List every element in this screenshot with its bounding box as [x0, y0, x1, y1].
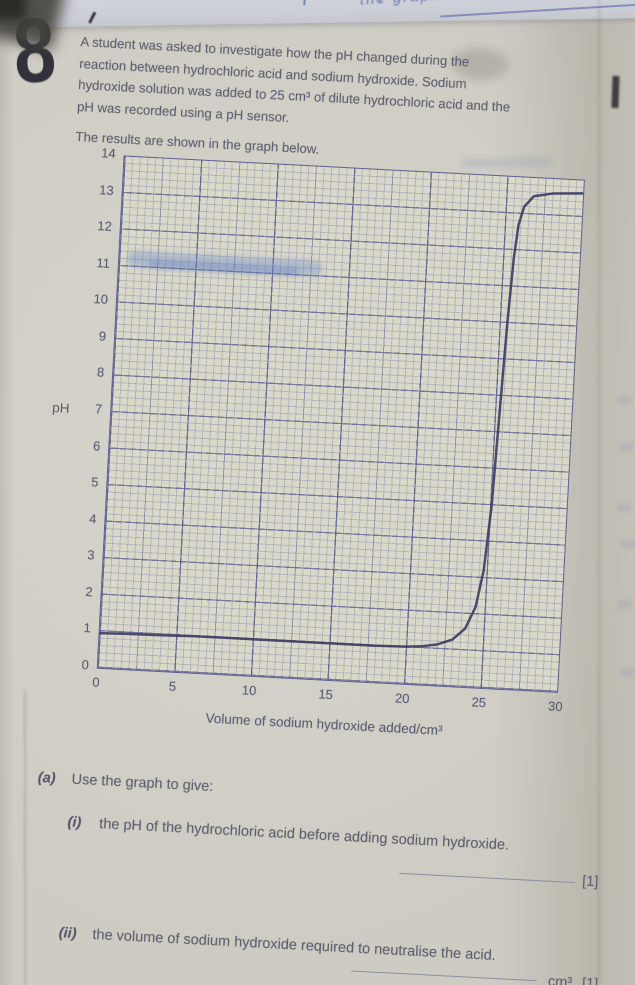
y-tick-label: 11 — [96, 254, 111, 271]
part-ii-unit-marks: cm³ [1] — [547, 974, 598, 985]
handwriting-stroke — [303, 0, 307, 6]
y-tick-label: 14 — [100, 145, 117, 162]
y-tick-label: 1 — [83, 620, 92, 636]
question-intro: A student was asked to investigate how t… — [77, 31, 581, 143]
part-i-label: (i) — [67, 814, 82, 832]
part-ii-label: (ii) — [58, 925, 77, 943]
y-tick-label: 0 — [81, 656, 90, 673]
y-tick-label: 2 — [85, 583, 94, 600]
x-tick-label: 15 — [318, 686, 334, 703]
y-tick-label: 12 — [96, 218, 113, 235]
part-ii-text: the volume of sodium hydroxide required … — [92, 926, 497, 965]
ph-graph: pH 0 1 2 3 4 5 6 7 8 9 10 11 12 13 14 0 5 10 15 20 25 30 Vol… — [1, 137, 622, 777]
question-number: 8 — [9, 0, 59, 103]
handwriting-underline — [440, 3, 635, 18]
y-tick-label: 13 — [98, 181, 115, 198]
y-tick-label: 9 — [98, 328, 107, 344]
plot-area — [96, 155, 585, 693]
part-a-row: (a) Use the graph to give: — [37, 770, 213, 795]
part-i-marks: [1] — [581, 873, 599, 891]
x-tick-label: 5 — [168, 678, 177, 694]
part-i-row: (i) the pH of the hydrochloric acid befo… — [67, 814, 509, 853]
x-tick-label: 25 — [471, 694, 487, 711]
y-tick-label: 10 — [93, 291, 109, 308]
x-tick-label: 10 — [241, 682, 257, 699]
y-tick-label: 4 — [88, 510, 97, 527]
handwriting-note: the graph we — [359, 0, 471, 9]
part-i-text: the pH of the hydrochloric acid before a… — [98, 816, 510, 854]
y-tick-label: 8 — [96, 364, 105, 381]
y-tick-label: 7 — [94, 401, 103, 417]
part-ii-marks: [1] — [581, 975, 599, 985]
ph-curve — [98, 192, 584, 648]
y-tick-label: 3 — [86, 547, 96, 563]
x-axis-title: Volume of sodium hydroxide added/cm³ — [205, 710, 443, 738]
x-tick-label: 0 — [91, 674, 100, 690]
answer-line-ii — [351, 970, 537, 982]
part-ii-row: (ii) the volume of sodium hydroxide requ… — [58, 925, 496, 964]
answer-line-i — [399, 872, 576, 884]
y-tick-label: 5 — [90, 474, 99, 490]
part-ii-unit: cm³ — [547, 973, 573, 985]
x-tick-label: 20 — [394, 690, 410, 707]
x-tick-label: 30 — [547, 698, 563, 715]
part-a-label: (a) — [37, 769, 57, 787]
pencil-mark — [461, 156, 552, 169]
y-tick-label: 6 — [92, 437, 101, 454]
part-a-text: Use the graph to give: — [71, 771, 214, 796]
